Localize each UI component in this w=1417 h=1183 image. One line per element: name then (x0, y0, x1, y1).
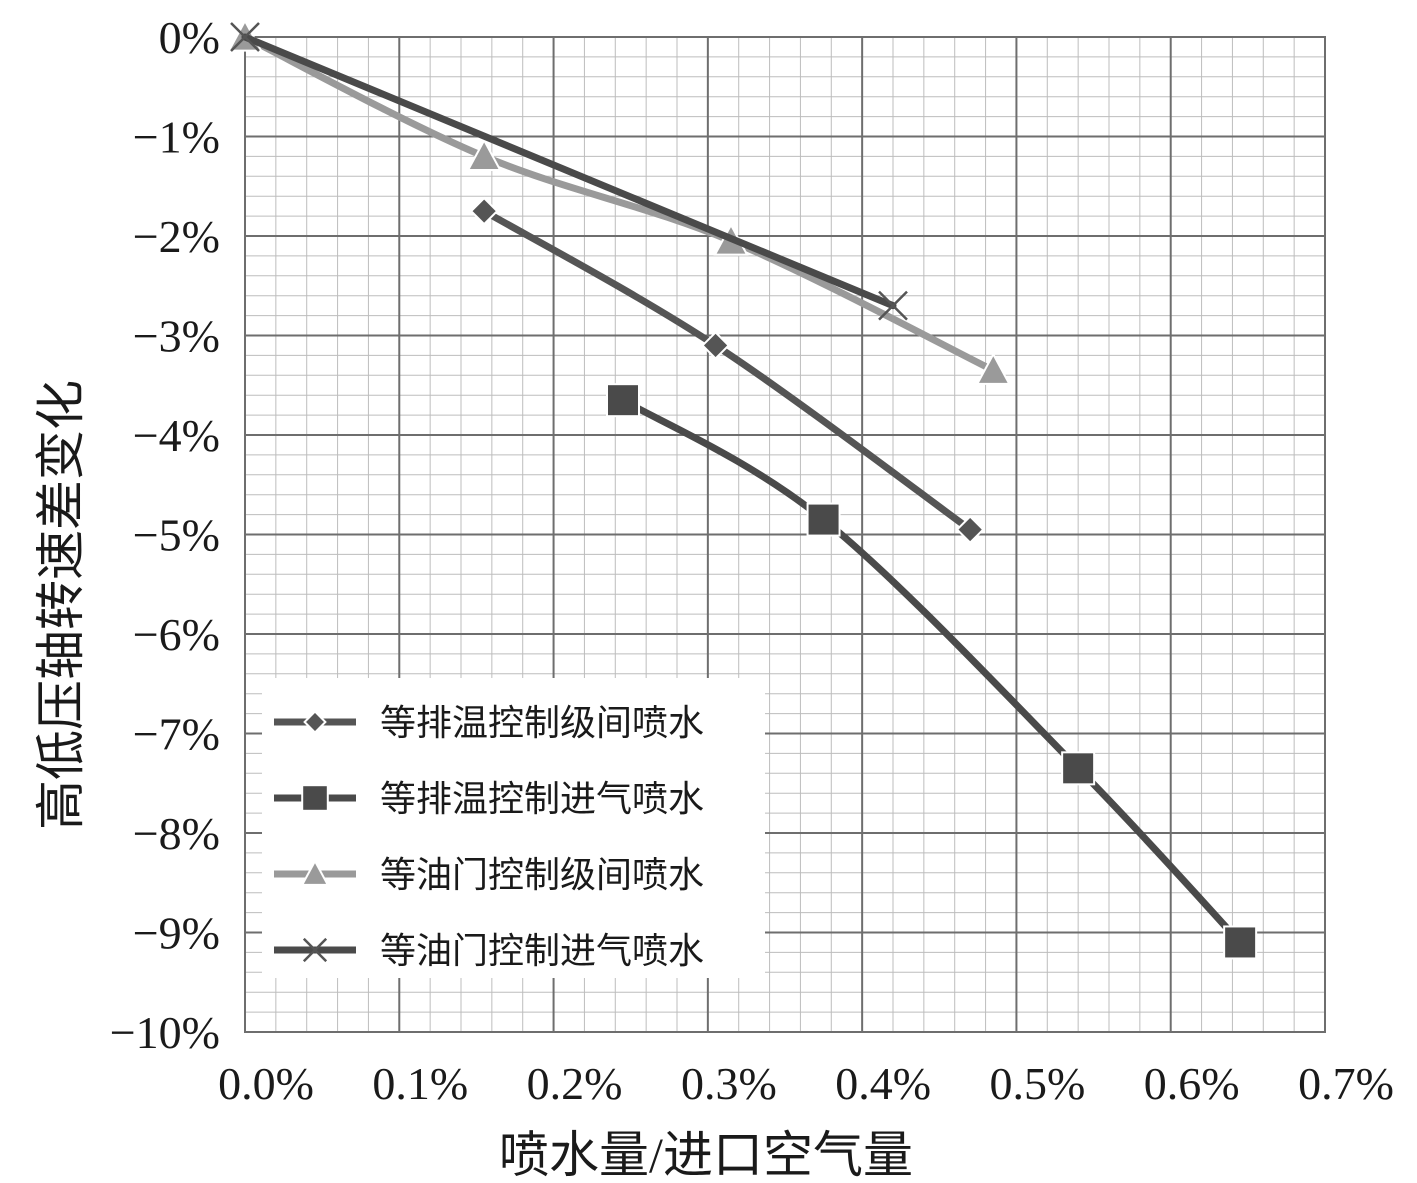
x-tick-label: 0.1% (372, 1058, 468, 1109)
y-tick-label: −5% (133, 510, 220, 561)
y-tick-label: −7% (133, 709, 220, 760)
square-marker (606, 383, 640, 418)
series-line (241, 33, 897, 310)
diamond-marker (701, 331, 730, 360)
legend-entry: 等油门控制进气喷水 (274, 931, 704, 971)
x-tick-label: 0.6% (1144, 1058, 1240, 1109)
y-tick-label: 0% (159, 12, 220, 63)
square-marker (1223, 925, 1258, 960)
x-marker (878, 290, 908, 321)
legend-label: 等排温控制进气喷水 (380, 779, 704, 819)
x-marker (302, 937, 328, 963)
legend-label: 等油门控制级间喷水 (380, 855, 704, 895)
y-tick-labels: 0% −1% −2% −3% −4% −5% −6% −7% −8% −9% −10% (110, 12, 220, 1058)
legend-entry: 等油门控制级间喷水 (274, 855, 704, 895)
series-2 (606, 383, 1258, 960)
x-marker (230, 22, 260, 52)
legend-entry: 等排温控制进气喷水 (274, 779, 704, 819)
legend-label: 等排温控制级间喷水 (380, 703, 704, 743)
series-4 (230, 22, 908, 321)
x-tick-label: 0.4% (835, 1058, 931, 1109)
square-marker (301, 784, 329, 812)
x-tick-label: 0.0% (218, 1058, 314, 1109)
legend-box (262, 678, 765, 978)
y-tick-label: −9% (133, 908, 220, 959)
y-tick-label: −3% (133, 311, 220, 362)
y-tick-label: −4% (133, 410, 220, 461)
diamond-marker (303, 710, 327, 734)
legend-label: 等油门控制进气喷水 (380, 931, 704, 971)
x-tick-label: 0.5% (990, 1058, 1086, 1109)
legend-entry: 等排温控制级间喷水 (274, 703, 704, 743)
triangle-marker (300, 859, 330, 886)
series-1 (469, 196, 985, 544)
diamond-marker (469, 196, 499, 226)
triangle-marker (975, 352, 1011, 385)
square-marker (806, 502, 841, 537)
x-axis-title: 喷水量/进口空气量 (499, 1127, 913, 1183)
y-tick-label: −6% (133, 609, 220, 660)
series-line (241, 33, 997, 374)
y-tick-label: −1% (133, 112, 220, 163)
series-layer (227, 18, 1258, 960)
plot-frame (244, 36, 1326, 1033)
x-tick-label: 0.3% (681, 1058, 777, 1109)
triangle-marker (466, 138, 502, 171)
y-tick-label: −2% (133, 211, 220, 262)
y-tick-label: −10% (110, 1007, 220, 1058)
y-tick-label: −8% (133, 808, 220, 859)
x-tick-label: 0.7% (1298, 1058, 1394, 1109)
y-axis-title: 高低压轴转速差变化 (33, 380, 89, 830)
x-tick-labels: 0.0% 0.1% 0.2% 0.3% 0.4% 0.5% 0.6% 0.7% (218, 1058, 1394, 1109)
series-line (619, 396, 1244, 946)
x-tick-label: 0.2% (527, 1058, 623, 1109)
diamond-marker (955, 515, 985, 544)
square-marker (1061, 751, 1096, 786)
